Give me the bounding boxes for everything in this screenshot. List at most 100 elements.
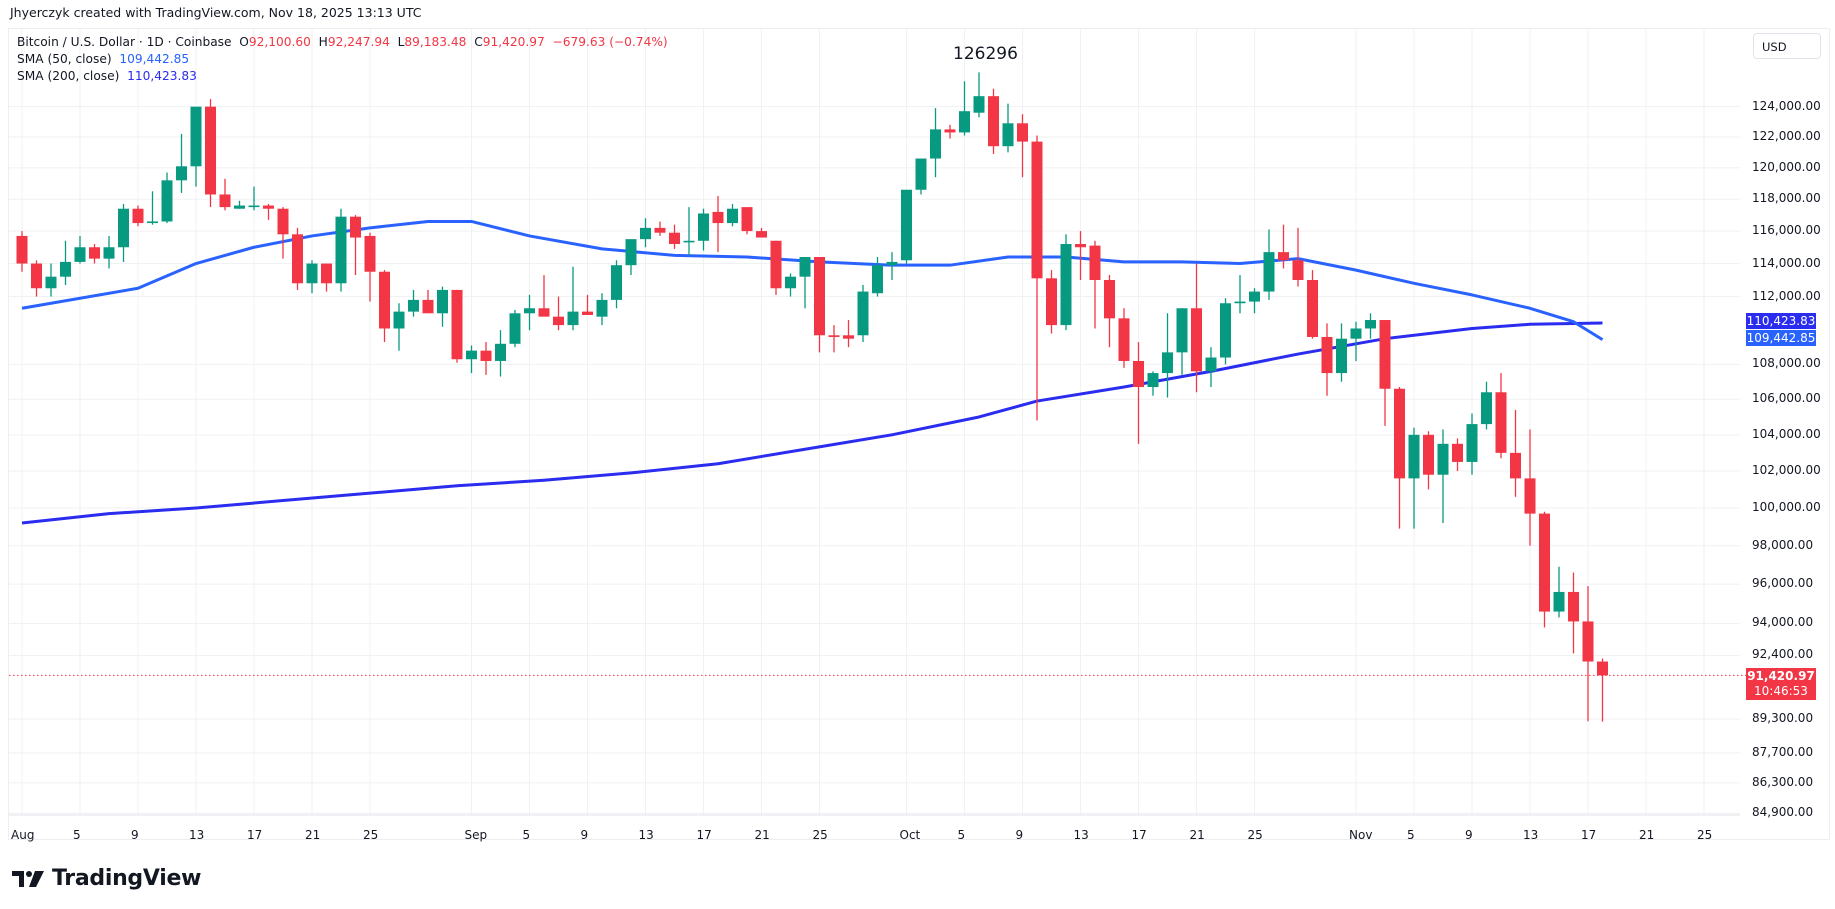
date-tick-label: Sep <box>464 828 488 842</box>
candle-up <box>190 106 202 167</box>
date-tick-label: 21 <box>1189 828 1205 842</box>
date-tick-label: 25 <box>812 828 828 842</box>
candle-up <box>335 216 347 284</box>
candle-down <box>1278 252 1289 261</box>
candle-down <box>219 194 231 208</box>
price-tick-label: 116,000.00 <box>1752 223 1821 238</box>
candle-down <box>1379 320 1391 389</box>
price-tick-label: 96,000.00 <box>1752 576 1814 591</box>
date-tick-label: Aug <box>11 828 35 842</box>
candle-up <box>118 208 129 248</box>
candle-up <box>857 291 869 336</box>
date-tick-label: 13 <box>1523 828 1539 842</box>
candle-up <box>567 311 579 326</box>
candle-down <box>1394 388 1405 479</box>
candle-up <box>1205 357 1217 372</box>
date-tick-label: 17 <box>1581 828 1597 842</box>
date-tick-label: 25 <box>1697 828 1713 842</box>
candle-up <box>1002 123 1014 147</box>
candle-up <box>437 289 448 314</box>
candle-up <box>596 299 608 317</box>
candle-up <box>1060 244 1072 326</box>
candle-up <box>45 276 57 289</box>
price-tick-label: 122,000.00 <box>1752 129 1821 143</box>
sma50-price-tag: 109,442.85 <box>1746 330 1816 346</box>
candle-up <box>524 308 535 314</box>
date-tick-label: 5 <box>73 828 81 842</box>
sma50-value: 109,442.85 <box>119 52 190 66</box>
candle-up <box>1263 252 1275 292</box>
candle-down <box>451 289 463 360</box>
candle-down <box>1495 392 1507 453</box>
candle-down <box>1075 244 1086 248</box>
candle-down <box>1191 308 1202 372</box>
candle-down <box>538 308 550 317</box>
candle-down <box>16 235 28 264</box>
sma200-value: 110,423.83 <box>127 69 197 83</box>
candle-up <box>495 343 506 361</box>
candle-up <box>248 205 260 208</box>
candle-up <box>103 247 115 259</box>
candle-up <box>1437 443 1449 475</box>
price-tick-label: 108,000.00 <box>1752 356 1821 371</box>
candle-down <box>263 205 274 209</box>
date-tick-label: 21 <box>305 828 321 842</box>
change-value: −679.63 (−0.74%) <box>552 35 668 49</box>
candle-up <box>727 208 738 224</box>
candle-down <box>1118 318 1130 361</box>
candle-up <box>234 205 245 209</box>
price-tick-label: 94,000.00 <box>1752 615 1814 630</box>
date-tick-label: Nov <box>1349 828 1373 842</box>
candle-up <box>1336 338 1347 374</box>
candle-down <box>31 263 42 289</box>
high-value: 92,247.94 <box>327 35 390 49</box>
candle-down <box>582 311 593 315</box>
candle-down <box>364 235 376 272</box>
credit-line: Jhyerczyk created with TradingView.com, … <box>10 5 422 20</box>
candle-down <box>292 234 303 284</box>
symbol-title[interactable]: Bitcoin / U.S. Dollar · 1D · Coinbase <box>17 35 232 49</box>
candle-up <box>1481 392 1492 425</box>
candle-down <box>814 257 825 336</box>
candle-down <box>770 240 782 289</box>
price-tick-label: 92,400.00 <box>1752 647 1814 662</box>
price-tick-label: 118,000.00 <box>1752 191 1821 206</box>
candle-up <box>901 189 912 261</box>
date-tick-label: 13 <box>1073 828 1089 842</box>
candle-down <box>350 216 361 238</box>
price-tick-label: 100,000.00 <box>1752 500 1821 514</box>
candle-up <box>1365 320 1376 329</box>
bar-countdown: 10:46:53 <box>1754 684 1808 698</box>
candle-up <box>1249 291 1260 302</box>
candle-down <box>553 316 564 326</box>
candle-up <box>74 247 86 262</box>
candle-up <box>1162 352 1173 374</box>
candle-up <box>509 313 521 344</box>
candle-down <box>1452 443 1463 462</box>
tradingview-logo-icon <box>12 870 44 887</box>
date-tick-label: 9 <box>1465 828 1473 842</box>
candle-down <box>1292 260 1304 280</box>
legend-symbol-row: Bitcoin / U.S. Dollar · 1D · Coinbase O9… <box>17 35 668 49</box>
open-value: 92,100.60 <box>248 35 311 49</box>
price-tick-label: 124,000.00 <box>1752 98 1821 113</box>
price-tick-label: 114,000.00 <box>1752 255 1821 270</box>
legend-sma50-row[interactable]: SMA (50, close) 109,442.85 <box>17 52 190 66</box>
candle-up <box>1553 591 1565 612</box>
close-value: 91,420.97 <box>482 35 545 49</box>
chart-frame[interactable] <box>8 28 1830 840</box>
price-tick-label: 98,000.00 <box>1752 537 1814 552</box>
date-tick-label: 13 <box>189 828 205 842</box>
candle-down <box>1539 513 1550 612</box>
candle-down <box>379 271 390 329</box>
candle-down <box>205 106 216 195</box>
price-tick-label: 112,000.00 <box>1752 288 1821 303</box>
currency-button[interactable]: USD <box>1753 33 1821 59</box>
candle-up <box>683 240 695 243</box>
tradingview-logo[interactable]: TradingView <box>12 866 201 891</box>
legend-sma200-row[interactable]: SMA (200, close) 110,423.83 <box>17 69 197 83</box>
price-tick-label: 87,700.00 <box>1752 744 1814 759</box>
candle-down <box>1017 123 1028 142</box>
date-tick-label: 13 <box>638 828 654 842</box>
